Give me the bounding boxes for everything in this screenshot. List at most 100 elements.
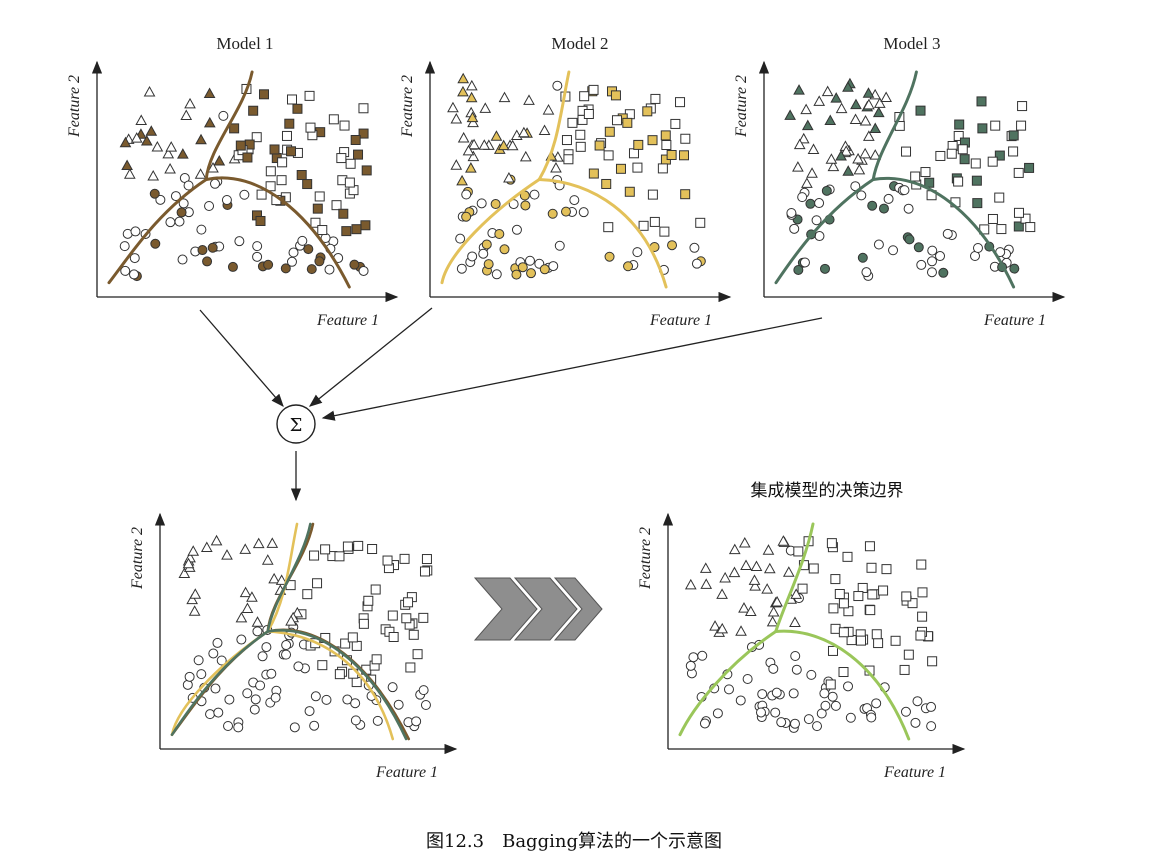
- square-point: [1008, 130, 1019, 141]
- decision-boundary: [170, 630, 270, 736]
- square-point: [661, 140, 672, 151]
- circle-point: [176, 207, 187, 218]
- circle-point: [569, 195, 580, 206]
- square-point: [907, 598, 918, 609]
- square-point: [881, 564, 892, 575]
- square-point: [838, 598, 849, 609]
- triangle-point: [213, 154, 226, 166]
- triangle-point: [700, 578, 713, 589]
- circle-point: [554, 240, 565, 251]
- triangle-point: [465, 91, 478, 103]
- square-point: [255, 215, 266, 226]
- triangle-point: [147, 170, 160, 181]
- square-point: [412, 649, 423, 660]
- square-point: [825, 679, 836, 690]
- circle-point: [213, 707, 224, 718]
- decision-boundary: [678, 630, 778, 737]
- triangle-point: [268, 572, 280, 584]
- circle-point: [483, 259, 494, 270]
- square-point: [594, 140, 605, 151]
- square-point: [588, 168, 599, 179]
- circle-point: [699, 718, 710, 729]
- square-point: [838, 667, 849, 678]
- x-axis-label: Feature 1: [316, 312, 379, 329]
- triangle-point: [771, 595, 783, 607]
- square-point: [347, 632, 358, 643]
- sum-symbol: Σ: [290, 415, 303, 436]
- circle-point: [814, 198, 825, 209]
- square-point: [339, 120, 350, 131]
- square-point: [838, 627, 849, 638]
- circle-point: [129, 269, 140, 280]
- triangle-point: [194, 168, 207, 179]
- triangle-point: [699, 562, 712, 573]
- square-point: [954, 119, 965, 130]
- triangle-point: [766, 615, 779, 627]
- square-point: [399, 553, 410, 564]
- circle-point: [239, 189, 250, 200]
- sum-node: [276, 404, 316, 444]
- circle-point: [252, 626, 263, 637]
- arrow-model-1-to-sum: [199, 309, 284, 407]
- triangle-point: [285, 615, 297, 626]
- triangle-point: [164, 162, 176, 174]
- circle-point: [821, 185, 832, 196]
- circle-point: [552, 80, 563, 91]
- square-point: [890, 635, 901, 646]
- square-point: [305, 122, 316, 133]
- square-point: [695, 217, 706, 228]
- square-point: [302, 179, 313, 190]
- triangle-point: [479, 102, 492, 113]
- triangle-point: [467, 150, 480, 162]
- triangle-point: [203, 87, 216, 98]
- square-point: [370, 584, 381, 595]
- square-point: [927, 656, 938, 667]
- circle-point: [520, 200, 531, 211]
- triangle-point: [767, 606, 780, 617]
- circle-point: [904, 234, 915, 245]
- circle-point: [819, 263, 830, 274]
- triangle-point: [450, 112, 463, 124]
- square-point: [901, 591, 912, 602]
- square-point: [336, 153, 347, 164]
- square-point: [903, 649, 914, 660]
- square-point: [826, 538, 837, 549]
- square-point: [561, 135, 572, 146]
- square-point: [382, 555, 393, 566]
- square-point: [972, 198, 983, 209]
- circle-point: [349, 259, 360, 270]
- triangle-point: [825, 153, 838, 164]
- square-point: [901, 146, 912, 157]
- square-point: [338, 208, 349, 219]
- triangle-point: [182, 557, 195, 569]
- triangle-point: [252, 537, 265, 549]
- triangle-point: [135, 114, 148, 125]
- circle-point: [205, 709, 216, 720]
- circle-point: [790, 651, 801, 662]
- triangle-point: [180, 109, 193, 120]
- circle-point: [791, 664, 802, 675]
- square-point: [659, 226, 670, 237]
- circle-point: [494, 229, 505, 240]
- decision-boundary: [537, 70, 571, 181]
- circle-point: [803, 714, 814, 725]
- circle-point: [280, 263, 291, 274]
- figure-caption: 图12.3 Bagging算法的一个示意图: [426, 831, 722, 852]
- circle-point: [202, 256, 213, 267]
- circle-point: [883, 193, 894, 204]
- triangle-point: [291, 606, 304, 618]
- circle-point: [174, 216, 185, 227]
- square-point: [353, 540, 364, 551]
- triangle-point: [853, 163, 866, 175]
- square-point: [351, 224, 362, 235]
- circle-point: [129, 253, 140, 264]
- circle-point: [393, 699, 404, 710]
- square-point: [924, 177, 935, 188]
- square-point: [276, 175, 287, 186]
- circle-point: [208, 648, 219, 659]
- circle-point: [735, 695, 746, 706]
- circle-point: [927, 245, 938, 256]
- triangle-point: [462, 144, 475, 156]
- circle-point: [843, 681, 854, 692]
